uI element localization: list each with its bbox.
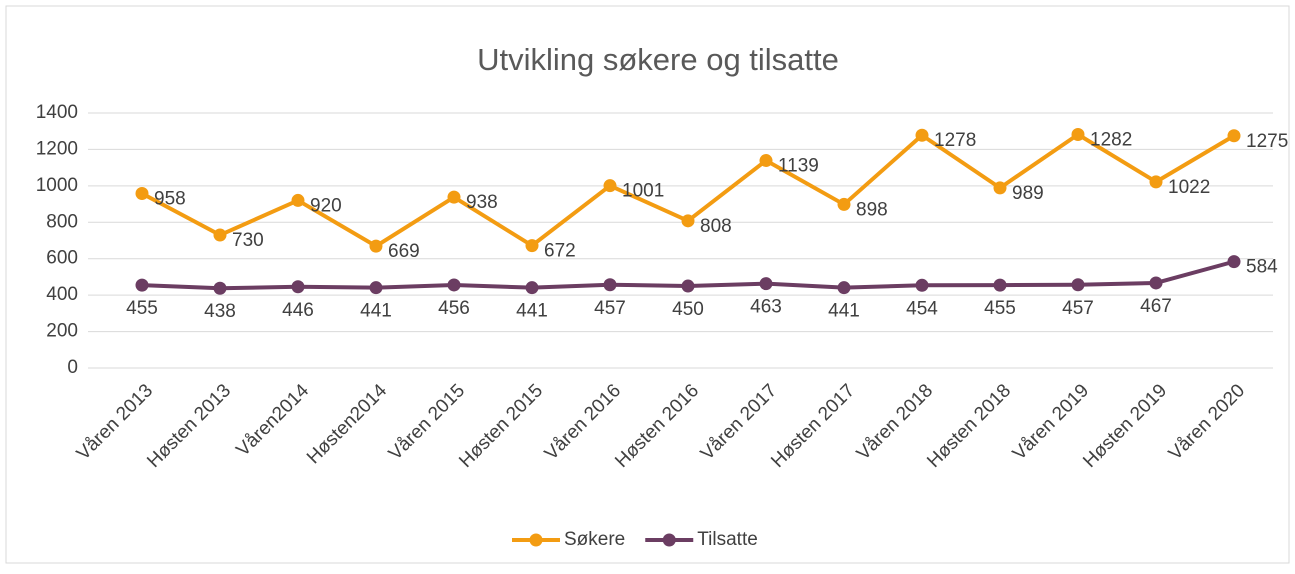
data-label: 455	[126, 298, 158, 319]
data-label: 730	[232, 230, 264, 251]
data-label: 584	[1246, 257, 1278, 278]
data-label: 989	[1012, 183, 1044, 204]
data-point	[993, 278, 1007, 292]
data-label: 463	[750, 297, 782, 318]
data-label: 898	[856, 199, 888, 220]
data-label: 669	[388, 241, 420, 262]
data-point	[369, 239, 383, 253]
data-label: 938	[466, 192, 498, 213]
data-point	[603, 179, 617, 193]
data-label: 446	[282, 300, 314, 321]
data-point	[135, 278, 149, 292]
data-label: 457	[594, 298, 626, 319]
data-label: 441	[360, 301, 392, 322]
y-tick-label: 1000	[36, 175, 78, 196]
data-label: 808	[700, 216, 732, 237]
data-point	[993, 181, 1007, 195]
data-label: 441	[516, 301, 548, 322]
data-point	[681, 279, 695, 293]
data-label: 455	[984, 298, 1016, 319]
data-point	[915, 278, 929, 292]
data-label: 1001	[622, 181, 664, 202]
legend-label: Søkere	[564, 529, 625, 550]
data-label: 438	[204, 301, 236, 322]
data-label: 1022	[1168, 177, 1210, 198]
y-tick-label: 400	[46, 284, 78, 305]
data-label: 441	[828, 301, 860, 322]
data-label: 456	[438, 298, 470, 319]
data-label: 958	[154, 189, 186, 210]
data-point	[681, 214, 695, 228]
data-label: 450	[672, 299, 704, 320]
data-point	[1071, 278, 1085, 292]
data-point	[1227, 255, 1241, 269]
data-point	[369, 281, 383, 295]
data-label: 457	[1062, 298, 1094, 319]
data-label: 454	[906, 298, 938, 319]
data-point	[603, 278, 617, 292]
data-point	[447, 190, 461, 204]
data-label: 1275	[1246, 131, 1288, 152]
data-point	[525, 281, 539, 295]
data-label: 1139	[778, 156, 819, 177]
data-label: 672	[544, 241, 576, 262]
data-point	[213, 228, 227, 242]
data-label: 467	[1140, 296, 1172, 317]
legend-marker	[529, 533, 543, 547]
data-point	[759, 154, 773, 168]
y-tick-label: 1400	[36, 102, 78, 123]
legend-marker	[662, 533, 676, 547]
data-point	[525, 239, 539, 253]
data-point	[135, 187, 149, 201]
y-tick-label: 800	[46, 211, 78, 232]
data-point	[837, 197, 851, 211]
data-point	[1149, 175, 1163, 189]
data-point	[759, 277, 773, 291]
data-point	[291, 193, 305, 207]
data-point	[447, 278, 461, 292]
chart-title: Utvikling søkere og tilsatte	[477, 42, 839, 77]
data-point	[1149, 276, 1163, 290]
y-tick-label: 0	[67, 357, 78, 378]
data-point	[213, 281, 227, 295]
y-tick-label: 1200	[36, 138, 78, 159]
data-label: 1278	[934, 130, 976, 151]
legend-label: Tilsatte	[697, 529, 758, 550]
data-point	[1227, 129, 1241, 143]
y-tick-label: 200	[46, 321, 78, 342]
data-point	[1071, 127, 1085, 141]
data-point	[291, 280, 305, 294]
data-label: 1282	[1090, 130, 1132, 151]
y-tick-label: 600	[46, 248, 78, 269]
data-label: 920	[310, 195, 342, 216]
data-point	[837, 281, 851, 295]
data-point	[915, 128, 929, 142]
